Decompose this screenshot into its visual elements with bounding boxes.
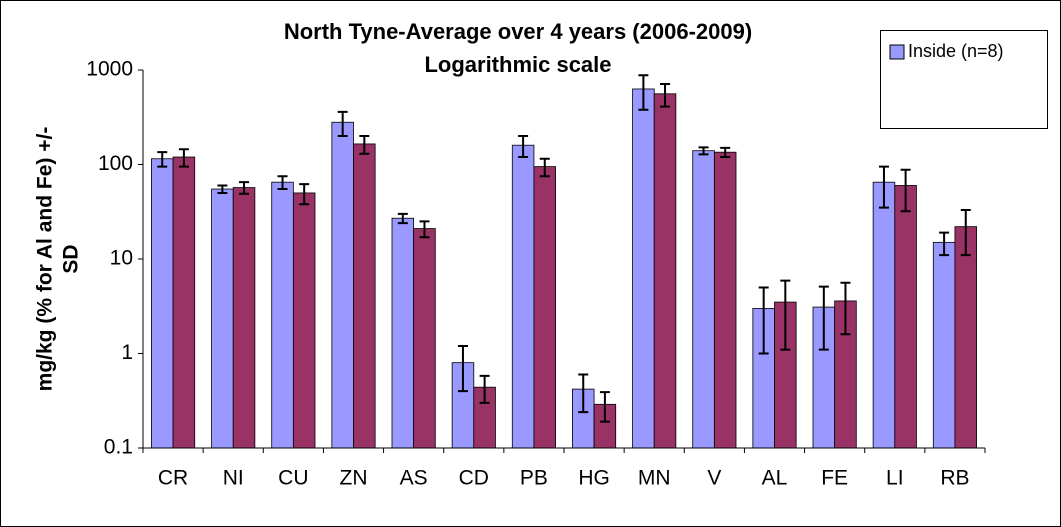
error-bar [239,181,250,195]
bar [331,121,354,449]
error-bar [939,231,950,257]
bar [653,93,677,449]
x-tick-label: V [707,467,721,490]
bar [932,241,956,449]
bar [713,151,737,449]
chart-subtitle: Logarithmic scale [424,52,611,77]
legend-box [880,30,1048,129]
error-bar [578,373,589,414]
bar [292,192,316,449]
x-tick-label: MN [638,467,671,490]
bar [632,88,655,449]
y-tick-label: 1000 [86,58,133,81]
error-bar [457,345,468,393]
x-tick-label: PB [520,467,548,490]
x-tick-label: CD [459,467,489,490]
bar [894,185,917,449]
bar [954,226,977,449]
x-tick-label: FE [821,467,848,490]
x-tick-label: HG [578,467,610,490]
error-bar [277,175,288,191]
error-bar [698,146,709,156]
error-bar [157,151,168,168]
y-tick-label: 1 [121,341,133,364]
y-tick-label: 10 [110,247,133,270]
x-tick-label: AS [400,467,428,490]
error-bar [638,74,649,111]
x-tick-label: CU [278,467,308,490]
legend-label: Inside (n=8) [908,41,1004,61]
error-bar [780,279,791,351]
error-bar [818,285,829,351]
x-tick-label: RB [940,467,969,490]
x-tick-label: AL [762,467,788,490]
error-bar [419,220,430,239]
chart-title: North Tyne-Average over 4 years (2006-20… [284,19,752,44]
bar [172,156,196,449]
error-bar [960,209,971,257]
error-bar [337,110,348,138]
error-bar [720,146,731,159]
error-bar [878,165,889,209]
error-bar [479,374,490,404]
bar [353,143,376,449]
error-bar [359,135,370,155]
x-tick-label: NI [223,467,244,490]
x-tick-label: CR [158,467,188,490]
error-bar [397,212,408,225]
error-bar [599,391,610,423]
y-tick-label: 100 [98,152,133,175]
legend-swatch [889,44,905,60]
bar [271,181,294,449]
y-axis-label: SD [60,244,83,273]
bar [533,166,556,449]
bar [391,217,415,449]
error-bar [758,286,769,355]
bar [692,150,715,449]
x-tick-label: ZN [340,467,368,490]
error-bar [539,157,550,178]
bar [511,144,535,449]
error-bar [840,281,851,336]
bar [211,188,234,449]
error-bar [518,135,529,159]
y-tick-label: 0.1 [104,436,133,459]
error-bar [299,183,310,206]
bar [151,158,174,449]
bar [413,228,436,449]
x-tick-label: LI [886,467,904,490]
error-bar [660,83,671,108]
bar [872,181,896,449]
error-bar [900,168,911,213]
error-bar [217,184,228,194]
error-bar [178,148,189,168]
y-axis-label: mg/kg (% for Al and Fe) +/- [34,127,57,392]
bar [232,187,256,449]
